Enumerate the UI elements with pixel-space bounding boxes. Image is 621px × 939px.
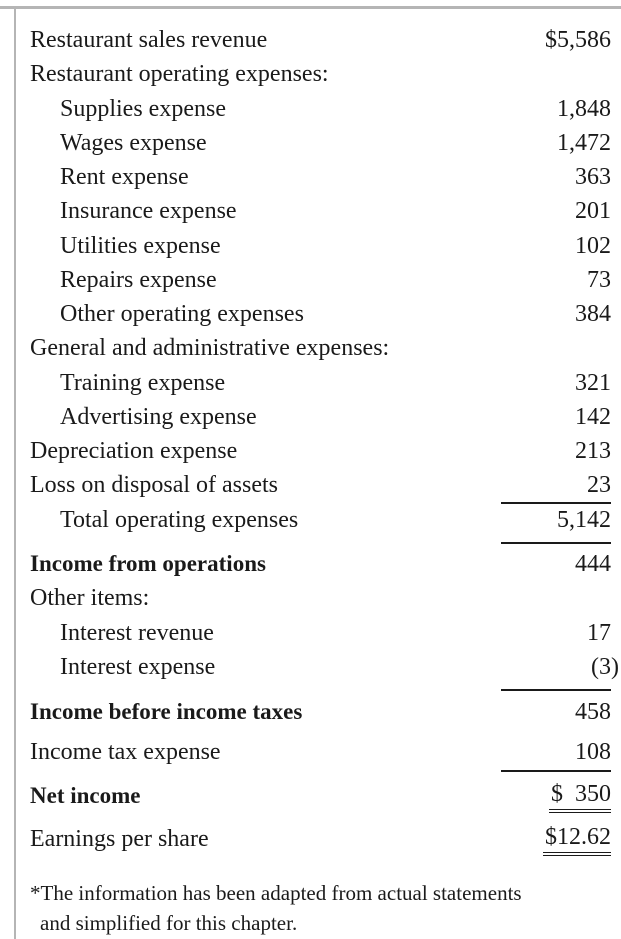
row-amount: 363 (575, 164, 611, 190)
row-interest-expense: Interest expense (3) (30, 650, 621, 684)
subtotal-rule (501, 689, 611, 691)
top-border (0, 6, 621, 9)
row-amount: 213 (575, 438, 611, 464)
row-label: Wages expense (60, 130, 207, 156)
row-label: Net income (30, 783, 141, 808)
row-general-administrative-header: General and administrative expenses: (30, 331, 621, 365)
row-amount: 5,142 (557, 507, 611, 533)
row-amount: 1,848 (557, 96, 611, 122)
row-amount: 142 (575, 404, 611, 430)
left-border (14, 9, 16, 939)
row-label: Utilities expense (60, 233, 221, 259)
row-depreciation-expense: Depreciation expense 213 (30, 434, 621, 468)
row-label: Depreciation expense (30, 438, 238, 464)
row-income-from-operations: Income from operations 444 (30, 547, 621, 581)
footnote-line: and simplified for this chapter. (40, 911, 298, 935)
row-earnings-per-share: Earnings per share $12.62 (30, 822, 621, 856)
row-label: Interest revenue (60, 620, 214, 646)
row-restaurant-sales-revenue: Restaurant sales revenue $5,586 (30, 23, 621, 57)
row-amount: $ 350 (549, 779, 611, 813)
subtotal-rule (501, 542, 611, 544)
row-amount: 384 (575, 301, 611, 327)
row-advertising-expense: Advertising expense 142 (30, 400, 621, 434)
row-label: Total operating expenses (60, 507, 299, 533)
row-amount: $5,586 (545, 27, 611, 53)
row-supplies-expense: Supplies expense 1,848 (30, 92, 621, 126)
row-interest-revenue: Interest revenue 17 (30, 616, 621, 650)
row-wages-expense: Wages expense 1,472 (30, 126, 621, 160)
row-other-items-header: Other items: (30, 581, 621, 615)
row-insurance-expense: Insurance expense 201 (30, 194, 621, 228)
row-amount: 73 (587, 267, 611, 293)
row-label: Income before income taxes (30, 699, 303, 724)
row-repairs-expense: Repairs expense 73 (30, 263, 621, 297)
row-amount: 17 (587, 620, 611, 646)
row-label: Earnings per share (30, 826, 209, 852)
row-label: Other items: (30, 585, 150, 611)
row-total-operating-expenses: Total operating expenses 5,142 (30, 503, 621, 537)
row-label: Loss on disposal of assets (30, 472, 278, 498)
row-label: General and administrative expenses: (30, 335, 390, 361)
row-amount: 108 (575, 739, 611, 765)
row-label: Income from operations (30, 551, 266, 576)
row-income-tax-expense: Income tax expense 108 (30, 735, 621, 769)
row-income-before-taxes: Income before income taxes 458 (30, 695, 621, 729)
row-training-expense: Training expense 321 (30, 366, 621, 400)
row-amount: 444 (575, 551, 611, 577)
row-label: Training expense (60, 370, 226, 396)
row-label: Supplies expense (60, 96, 226, 122)
row-other-operating-expenses: Other operating expenses 384 (30, 297, 621, 331)
row-amount: 1,472 (557, 130, 611, 156)
row-label: Interest expense (60, 654, 216, 680)
row-label: Advertising expense (60, 404, 257, 430)
row-amount: 23 (587, 472, 611, 498)
row-label: Repairs expense (60, 267, 217, 293)
row-amount: 201 (575, 198, 611, 224)
row-restaurant-operating-expenses-header: Restaurant operating expenses: (30, 57, 621, 91)
row-label: Rent expense (60, 164, 189, 190)
row-amount: 321 (575, 370, 611, 396)
row-label: Restaurant operating expenses: (30, 61, 329, 87)
row-amount: 102 (575, 233, 611, 259)
row-amount: $12.62 (543, 822, 611, 856)
subtotal-rule (501, 770, 611, 772)
row-label: Income tax expense (30, 739, 221, 765)
row-utilities-expense: Utilities expense 102 (30, 229, 621, 263)
row-rent-expense: Rent expense 363 (30, 160, 621, 194)
row-net-income: Net income $ 350 (30, 779, 621, 813)
row-label: Insurance expense (60, 198, 237, 224)
footnote-line: *The information has been adapted from a… (30, 881, 522, 905)
row-amount: (3) (591, 654, 619, 680)
row-label: Restaurant sales revenue (30, 27, 268, 53)
row-label: Other operating expenses (60, 301, 304, 327)
row-amount: 458 (575, 699, 611, 725)
row-loss-on-disposal: Loss on disposal of assets 23 (30, 468, 621, 502)
footnote: *The information has been adapted from a… (30, 878, 522, 938)
subtotal-rule (501, 502, 611, 504)
